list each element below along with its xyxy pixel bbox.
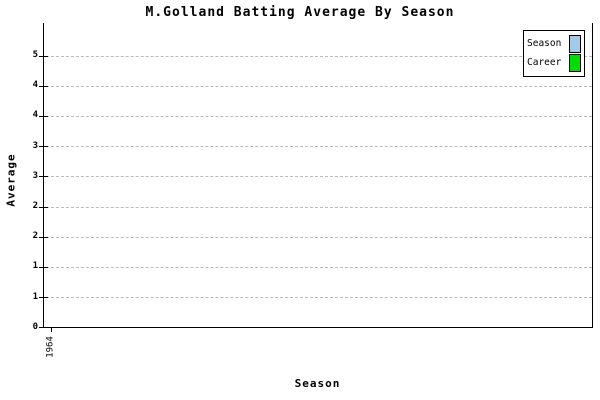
y-gridline bbox=[46, 55, 592, 57]
y-tick-mark bbox=[39, 297, 48, 299]
y-tick-label: 0 bbox=[32, 321, 38, 332]
y-gridline bbox=[46, 176, 592, 178]
legend-item-season: Season bbox=[527, 34, 581, 53]
y-tick-mark bbox=[39, 55, 48, 57]
y-tick-mark bbox=[39, 176, 48, 178]
x-tick-label: 1964 bbox=[45, 336, 55, 358]
y-tick-label: 3 bbox=[32, 170, 38, 181]
y-tick-mark bbox=[39, 236, 48, 238]
legend-label-season: Season bbox=[527, 37, 562, 49]
y-tick-mark bbox=[39, 85, 48, 87]
y-gridline bbox=[46, 266, 592, 268]
y-gridline bbox=[46, 206, 592, 208]
x-tick-mark bbox=[51, 327, 52, 332]
legend-swatch-career bbox=[569, 54, 581, 73]
plot-area: 5 4 4 3 3 2 2 1 1 0 bbox=[33, 23, 593, 332]
y-gridline bbox=[46, 236, 592, 238]
legend-label-career: Career bbox=[527, 57, 562, 69]
y-tick-mark bbox=[39, 327, 48, 329]
y-gridline bbox=[46, 85, 592, 87]
legend-swatch-season bbox=[569, 34, 581, 53]
y-tick-label: 2 bbox=[32, 231, 38, 242]
y-tick-label: 3 bbox=[32, 140, 38, 151]
y-tick-label: 1 bbox=[32, 291, 38, 302]
legend: Season Career bbox=[523, 30, 585, 77]
x-axis-title: Season bbox=[294, 377, 341, 390]
y-tick-mark bbox=[39, 115, 48, 117]
y-tick-mark bbox=[39, 206, 48, 208]
y-tick-label: 2 bbox=[32, 201, 38, 211]
y-gridline bbox=[46, 115, 592, 117]
y-tick-label: 4 bbox=[32, 110, 38, 121]
y-axis-title: Average bbox=[4, 153, 18, 207]
y-tick-label: 4 bbox=[32, 80, 38, 91]
y-gridline bbox=[46, 146, 592, 148]
y-tick-mark bbox=[39, 146, 48, 148]
legend-item-career: Career bbox=[527, 54, 581, 73]
y-tick-label: 5 bbox=[32, 50, 38, 60]
y-tick-mark bbox=[39, 266, 48, 268]
y-gridline bbox=[46, 297, 592, 299]
chart-title: M.Golland Batting Average By Season bbox=[145, 5, 455, 20]
y-tick-label: 1 bbox=[32, 261, 38, 272]
